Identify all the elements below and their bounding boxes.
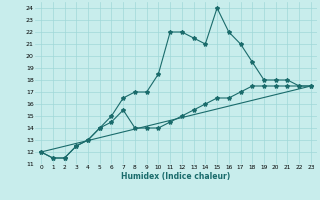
X-axis label: Humidex (Indice chaleur): Humidex (Indice chaleur)	[121, 172, 231, 181]
